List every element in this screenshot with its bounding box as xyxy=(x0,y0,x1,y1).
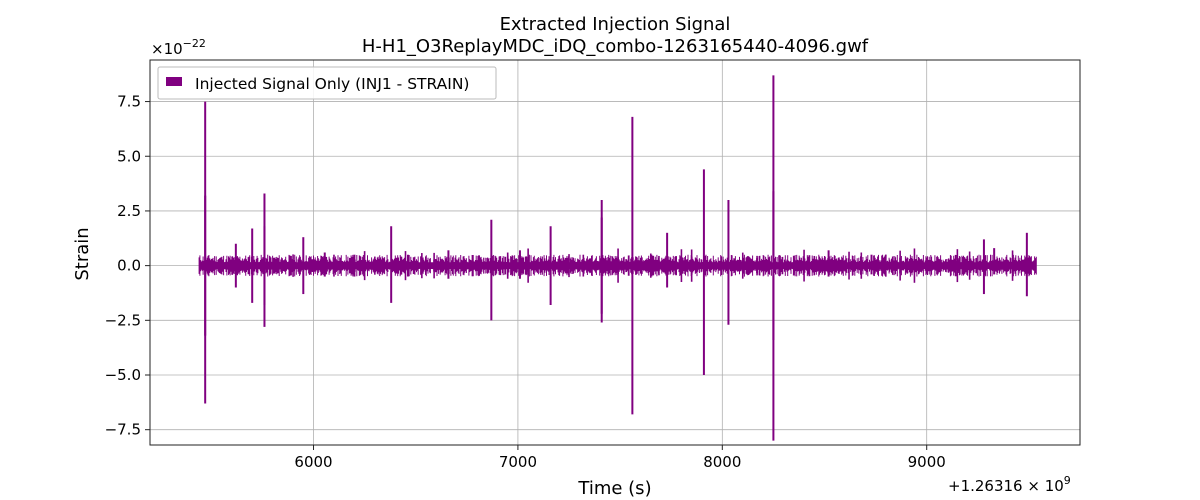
chart-title: Extracted Injection Signal xyxy=(500,14,731,35)
svg-text:×10−22: ×10−22 xyxy=(151,37,206,58)
x-tick-label: 9000 xyxy=(908,453,946,471)
svg-text:+1.26316 × 109: +1.26316 × 109 xyxy=(948,474,1071,495)
y-multiplier-base: ×10 xyxy=(151,40,183,58)
legend-box xyxy=(157,66,497,100)
x-tick-label: 7000 xyxy=(499,453,537,471)
y-tick-label: −5.0 xyxy=(105,366,141,384)
plot-frame xyxy=(149,59,1081,446)
x-offset: +1.26316 × 109 xyxy=(948,474,1071,495)
y-tick-label: −7.5 xyxy=(105,421,141,439)
y-tick-label: 5.0 xyxy=(117,147,141,165)
grid xyxy=(150,60,1080,445)
y-axis-label: Strain xyxy=(72,227,93,280)
x-tick-label: 8000 xyxy=(703,453,741,471)
legend-label: Injected Signal Only (INJ1 - STRAIN) xyxy=(195,75,469,93)
y-tick-label: 7.5 xyxy=(117,93,141,111)
y-tick-label: 0.0 xyxy=(117,257,141,275)
y-multiplier-exponent: −22 xyxy=(183,37,206,50)
x-axis-ticks: 6000 7000 8000 9000 xyxy=(294,445,946,471)
legend-swatch xyxy=(166,77,182,86)
y-multiplier: ×10−22 xyxy=(151,37,206,58)
plot-series xyxy=(198,75,1037,441)
x-offset-base: +1.26316 × 10 xyxy=(948,477,1064,495)
x-axis-label: Time (s) xyxy=(577,478,651,499)
legend: Injected Signal Only (INJ1 - STRAIN) xyxy=(157,66,497,100)
chart-subtitle: H-H1_O3ReplayMDC_iDQ_combo-1263165440-40… xyxy=(362,36,869,57)
y-tick-label: −2.5 xyxy=(105,311,141,329)
x-offset-exponent: 9 xyxy=(1064,474,1071,487)
y-axis-ticks: 7.5 5.0 2.5 0.0 −2.5 −5.0 −7.5 xyxy=(105,93,150,439)
title-block: Extracted Injection Signal H-H1_O3Replay… xyxy=(362,14,869,57)
y-tick-label: 2.5 xyxy=(117,202,141,220)
x-tick-label: 6000 xyxy=(294,453,332,471)
